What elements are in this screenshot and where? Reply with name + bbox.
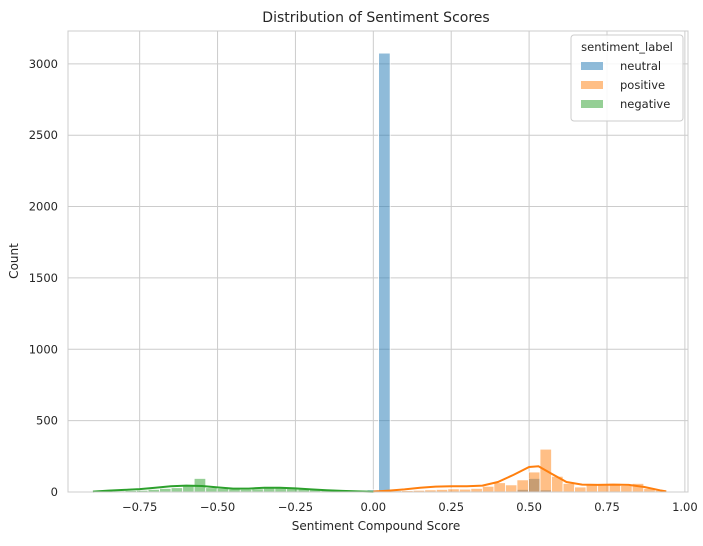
y-tick-label: 1500	[29, 271, 58, 285]
bar-positive	[620, 485, 633, 493]
bar-positive	[481, 485, 495, 493]
kde-lines	[92, 465, 667, 493]
bar-positive	[528, 471, 541, 493]
axes-frame	[67, 30, 689, 493]
x-tick-label: −0.25	[278, 500, 313, 514]
bar-positive	[505, 484, 518, 493]
kde-line-negative	[92, 484, 374, 493]
legend-box	[570, 34, 684, 122]
x-tick-label: −0.75	[122, 500, 157, 514]
legend-swatch-negative	[581, 100, 603, 108]
y-tick-label: 2500	[29, 128, 58, 142]
legend-swatch-neutral	[581, 62, 603, 70]
bar-positive	[493, 482, 506, 493]
bar-positive	[470, 488, 483, 493]
y-axis-label: Count	[7, 243, 21, 279]
y-tick-label: 1000	[29, 342, 58, 356]
legend-swatch-positive	[581, 81, 603, 89]
plot-frame	[67, 30, 689, 493]
y-tick-label: 3000	[29, 57, 58, 71]
y-tick-label: 0	[51, 485, 58, 499]
legend-label-neutral: neutral	[620, 59, 661, 73]
x-tick-label: −0.50	[200, 500, 235, 514]
legend: sentiment_label neutral positive negative	[570, 34, 684, 122]
bar-positive	[562, 483, 575, 493]
legend-title: sentiment_label	[581, 40, 673, 54]
x-axis-label: Sentiment Compound Score	[292, 519, 460, 533]
chart-title: Distribution of Sentiment Scores	[262, 10, 489, 26]
x-tick-label: 0.50	[516, 500, 542, 514]
tick-labels: −0.75 −0.50 −0.25 0.00 0.25 0.50 0.75 1.00 0 500 1…	[29, 57, 698, 514]
bar-negative	[205, 487, 218, 493]
bar-negative	[159, 488, 172, 493]
grid	[68, 31, 688, 493]
x-tick-label: 0.75	[594, 500, 620, 514]
x-tick-label: 1.00	[672, 500, 698, 514]
x-tick-label: 0.00	[361, 500, 387, 514]
kde-line-positive	[373, 465, 667, 493]
legend-label-positive: positive	[620, 78, 665, 92]
y-tick-label: 500	[36, 414, 58, 428]
bar-neutral	[378, 52, 391, 493]
legend-label-negative: negative	[620, 97, 670, 111]
bar-positive	[574, 486, 587, 493]
bar-negative	[170, 487, 184, 493]
histogram-bars	[101, 52, 668, 493]
legend-entries: neutral positive negative	[581, 59, 670, 111]
x-tick-label: 0.25	[438, 500, 464, 514]
y-tick-label: 2000	[29, 200, 58, 214]
bar-positive	[597, 484, 610, 493]
bar-positive	[516, 479, 529, 493]
